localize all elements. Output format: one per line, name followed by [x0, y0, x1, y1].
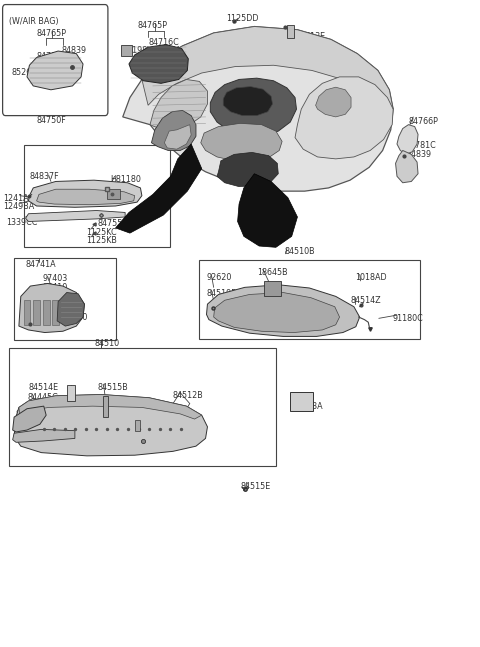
Bar	[43, 300, 49, 325]
Polygon shape	[142, 27, 393, 109]
Bar	[290, 392, 313, 411]
Text: H81180: H81180	[110, 175, 141, 184]
Polygon shape	[397, 125, 418, 155]
Polygon shape	[27, 51, 83, 90]
Text: 84716C: 84716C	[36, 52, 67, 61]
Text: 1125KB: 1125KB	[86, 236, 117, 245]
Polygon shape	[129, 45, 188, 83]
Bar	[264, 281, 281, 296]
Text: 84513A: 84513A	[293, 402, 323, 411]
Polygon shape	[238, 173, 298, 247]
Bar	[9, 348, 276, 466]
Text: 18645B: 18645B	[257, 268, 288, 277]
Text: 84755X: 84755X	[97, 219, 128, 228]
Bar	[107, 188, 120, 199]
Polygon shape	[36, 189, 135, 204]
Bar	[121, 45, 132, 56]
Polygon shape	[19, 395, 202, 419]
Text: 91198V: 91198V	[123, 46, 154, 55]
Bar	[287, 25, 294, 38]
Text: 84839: 84839	[62, 46, 87, 55]
Polygon shape	[14, 395, 207, 456]
Polygon shape	[19, 283, 84, 333]
Text: 84445C: 84445C	[27, 393, 58, 402]
Text: 84519: 84519	[141, 423, 166, 432]
Text: 84560A: 84560A	[15, 410, 46, 419]
Text: 84839: 84839	[407, 150, 432, 159]
Text: 97403: 97403	[43, 274, 68, 283]
Polygon shape	[12, 430, 75, 443]
Text: 84716C: 84716C	[148, 38, 179, 47]
Text: 84766P: 84766P	[408, 117, 438, 126]
Text: 84515E: 84515E	[241, 481, 271, 490]
Polygon shape	[206, 285, 360, 336]
Text: 84712D: 84712D	[295, 40, 326, 49]
Text: 84518: 84518	[207, 307, 233, 316]
Polygon shape	[214, 292, 339, 333]
Bar	[24, 300, 30, 325]
Text: 84741A: 84741A	[25, 260, 56, 269]
Text: 1125KC: 1125KC	[86, 228, 117, 237]
Polygon shape	[396, 151, 418, 182]
Polygon shape	[223, 87, 273, 116]
Text: 84519B: 84519B	[206, 289, 237, 298]
Text: 97410: 97410	[43, 283, 68, 292]
Text: 1229DK: 1229DK	[106, 186, 138, 195]
Text: 1339CC: 1339CC	[6, 218, 38, 227]
Bar	[14, 258, 116, 340]
Bar	[33, 300, 40, 325]
Text: 84512B: 84512B	[173, 391, 204, 400]
Text: 84750F: 84750F	[36, 116, 66, 125]
Polygon shape	[28, 180, 142, 207]
Bar	[52, 300, 59, 325]
Text: 1125DD: 1125DD	[227, 14, 259, 23]
Polygon shape	[316, 87, 351, 117]
Text: 84765P: 84765P	[137, 21, 167, 30]
Polygon shape	[25, 210, 125, 221]
Bar	[103, 397, 108, 417]
Polygon shape	[210, 78, 297, 137]
Polygon shape	[12, 406, 46, 432]
Polygon shape	[57, 292, 84, 326]
Polygon shape	[164, 125, 191, 149]
Text: 1018AD: 1018AD	[355, 273, 386, 282]
Text: 84516A: 84516A	[137, 413, 168, 422]
Text: 84514Z: 84514Z	[350, 296, 381, 305]
Text: 84510: 84510	[94, 339, 119, 348]
Text: 84713E: 84713E	[295, 32, 325, 41]
Polygon shape	[152, 111, 196, 151]
Text: 1249BA: 1249BA	[3, 202, 35, 211]
Polygon shape	[295, 77, 393, 159]
Text: 84514E: 84514E	[28, 383, 59, 392]
Text: 84837F: 84837F	[29, 173, 59, 181]
Text: 91180C: 91180C	[392, 314, 423, 323]
Text: 85839: 85839	[24, 313, 49, 322]
Polygon shape	[217, 153, 278, 186]
Text: (W/AIR BAG): (W/AIR BAG)	[9, 17, 59, 27]
Bar	[199, 260, 420, 339]
Polygon shape	[116, 144, 202, 233]
Bar	[24, 146, 170, 247]
Bar	[67, 386, 75, 401]
Bar	[135, 421, 141, 431]
Text: 84839: 84839	[170, 46, 196, 55]
Text: 1241AA: 1241AA	[3, 194, 35, 203]
Text: 84510B: 84510B	[284, 247, 315, 256]
Text: 84765P: 84765P	[36, 29, 67, 38]
Polygon shape	[123, 27, 393, 191]
Text: 84781C: 84781C	[405, 142, 436, 151]
Text: 85261B: 85261B	[11, 68, 42, 77]
Text: 1249EB: 1249EB	[245, 203, 276, 212]
Text: 97420: 97420	[63, 313, 88, 322]
Text: 92620: 92620	[206, 273, 232, 282]
Polygon shape	[201, 124, 282, 161]
Polygon shape	[150, 80, 207, 130]
Text: 84515B: 84515B	[97, 383, 128, 392]
